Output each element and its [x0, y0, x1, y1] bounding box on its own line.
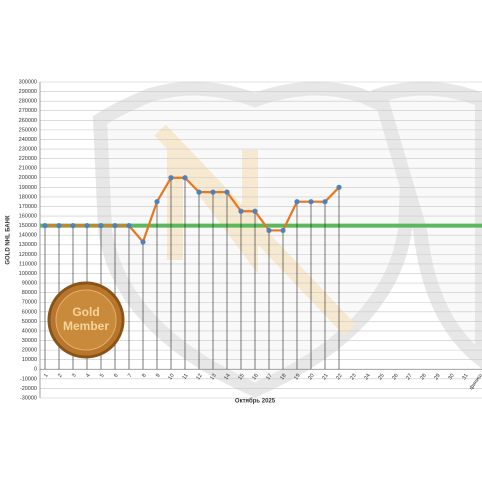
x-tick-label: 25 — [377, 373, 385, 381]
x-tick-label: 1 — [43, 373, 50, 379]
x-tick-label: 6 — [113, 373, 120, 379]
y-tick-label: 280000 — [19, 99, 37, 105]
x-tick-label: 9 — [155, 373, 162, 379]
y-tick-label: -10000 — [20, 376, 37, 382]
y-tick-label: 300000 — [19, 79, 37, 85]
point — [56, 223, 62, 229]
y-tick-label: 250000 — [19, 127, 37, 133]
point — [252, 208, 258, 214]
point — [154, 199, 160, 205]
point — [238, 208, 244, 214]
x-tick-label: 30 — [447, 373, 455, 381]
y-tick-label: 20000 — [22, 348, 37, 354]
y-tick-label: 100000 — [19, 271, 37, 277]
x-tick-label: 7 — [127, 373, 134, 379]
y-axis-title: GOLD NHL БАНК — [6, 215, 12, 265]
y-tick-label: 170000 — [19, 204, 37, 210]
point — [266, 227, 272, 234]
point — [112, 223, 118, 229]
x-axis-title: Октябрь 2025 — [235, 398, 276, 405]
x-tick-label: 27 — [405, 373, 413, 381]
point — [168, 175, 174, 181]
y-tick-label: 190000 — [19, 185, 37, 191]
point — [70, 223, 76, 229]
x-tick-label: 20 — [307, 373, 315, 381]
y-tick-label: 120000 — [19, 252, 37, 258]
badge-text: Member — [63, 319, 109, 333]
point — [84, 223, 90, 229]
x-tick-label: 2 — [57, 373, 64, 379]
x-tick-label: 18 — [279, 373, 287, 381]
point — [140, 239, 146, 245]
y-tick-label: 60000 — [22, 309, 37, 315]
point — [280, 227, 286, 234]
y-tick-label: -20000 — [20, 386, 37, 392]
x-tick-label: 4 — [85, 373, 92, 379]
point — [336, 184, 342, 190]
x-tick-label: 26 — [391, 373, 399, 381]
y-tick-label: 180000 — [19, 194, 37, 200]
y-tick-label: 220000 — [19, 156, 37, 162]
y-tick-label: 290000 — [19, 89, 37, 95]
y-tick-label: 230000 — [19, 146, 37, 152]
badge-text: Gold — [72, 305, 99, 319]
point — [322, 199, 328, 205]
y-tick-label: 30000 — [22, 338, 37, 344]
point — [126, 223, 132, 229]
x-tick-label: 5 — [99, 373, 106, 379]
y-tick-label: 10000 — [22, 357, 37, 363]
x-tick-label: 11 — [182, 373, 190, 381]
point — [294, 199, 300, 205]
y-tick-label: 200000 — [19, 175, 37, 181]
x-tick-label: 23 — [349, 373, 357, 381]
point — [196, 189, 202, 195]
gold-badge: Gold Member — [47, 281, 125, 359]
x-tick-label: 8 — [141, 373, 148, 379]
x-tick-label: 22 — [335, 373, 343, 381]
y-tick-label: 270000 — [19, 108, 37, 114]
x-tick-label: 17 — [265, 373, 273, 381]
x-tick-label: 12 — [195, 373, 203, 381]
y-tick-label: 40000 — [22, 328, 37, 334]
x-tick-label: 3 — [71, 373, 78, 379]
x-tick-label: 21 — [321, 373, 329, 381]
plot: -30000 -20000 -10000 0 10000 20000 30000 40000 5… — [19, 79, 482, 401]
y-tick-label: 130000 — [19, 242, 37, 248]
point — [224, 189, 230, 195]
y-tick-label: 260000 — [19, 118, 37, 124]
point — [182, 175, 188, 181]
x-tick-label: 16 — [251, 373, 259, 381]
y-tick-label: 140000 — [19, 233, 37, 239]
y-tick-label: 90000 — [22, 281, 37, 287]
x-tick-label: 14 — [223, 373, 231, 381]
x-tick-label: 19 — [293, 373, 301, 381]
point — [308, 199, 314, 205]
y-tick-label: 210000 — [19, 166, 37, 172]
y-tick-label: 150000 — [19, 223, 37, 229]
x-tick-label: 13 — [209, 373, 217, 381]
y-tick-label: 70000 — [22, 300, 37, 306]
y-tick-label: 240000 — [19, 137, 37, 143]
point — [98, 223, 104, 229]
x-tick-label: 29 — [433, 373, 441, 381]
point — [42, 223, 48, 229]
y-tick-label: -30000 — [20, 395, 37, 401]
y-tick-label: 50000 — [22, 319, 37, 325]
y-tick-label: 110000 — [19, 261, 37, 267]
x-tick-label: 28 — [419, 373, 427, 381]
y-tick-label: 80000 — [22, 290, 37, 296]
x-tick-label: 31 — [461, 373, 469, 381]
x-tick-label: 15 — [237, 373, 245, 381]
y-tick-label: 160000 — [19, 214, 37, 220]
point — [210, 189, 216, 195]
x-tick-label: 24 — [363, 373, 371, 381]
x-tick-label: 10 — [167, 373, 175, 381]
y-tick-label: 0 — [34, 367, 37, 373]
series-line — [45, 176, 340, 244]
